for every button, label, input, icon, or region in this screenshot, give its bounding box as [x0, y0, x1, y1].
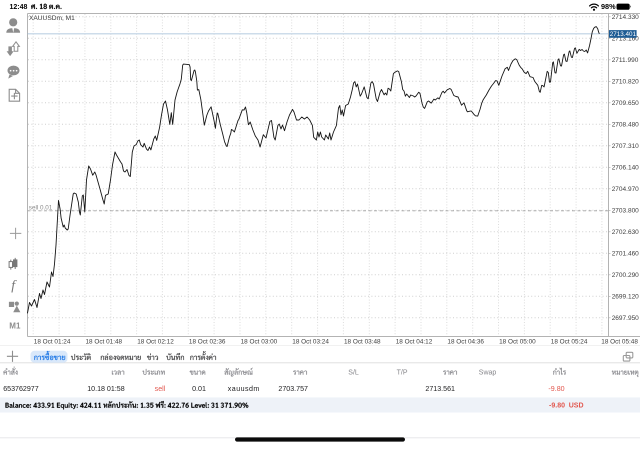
svg-text:2702.630: 2702.630 [612, 229, 639, 236]
svg-text:T/P: T/P [397, 370, 408, 377]
svg-text:S/L: S/L [348, 370, 359, 377]
svg-text:-9.80: -9.80 [548, 385, 564, 393]
svg-text:2700.290: 2700.290 [612, 272, 639, 279]
svg-text:18 Oct 05:48: 18 Oct 05:48 [601, 339, 638, 346]
svg-text:2703.800: 2703.800 [612, 208, 639, 215]
svg-text:2699.120: 2699.120 [612, 294, 639, 301]
svg-text:18 Oct 05:00: 18 Oct 05:00 [499, 339, 536, 346]
svg-text:18 Oct 01:24: 18 Oct 01:24 [34, 339, 71, 346]
svg-text:10.18 01:58: 10.18 01:58 [87, 385, 125, 393]
svg-text:2704.970: 2704.970 [612, 186, 639, 193]
svg-text:2708.480: 2708.480 [612, 122, 639, 129]
svg-text:2713.561: 2713.561 [425, 385, 455, 393]
svg-text:XAUUSDm, M1: XAUUSDm, M1 [29, 15, 75, 22]
svg-text:18 Oct 04:12: 18 Oct 04:12 [396, 339, 433, 346]
svg-text:xauusdm: xauusdm [228, 385, 260, 393]
svg-text:98%: 98% [601, 2, 616, 11]
svg-text:18 Oct 03:24: 18 Oct 03:24 [292, 339, 329, 346]
svg-text:-9.80: -9.80 [549, 403, 565, 410]
svg-text:2706.140: 2706.140 [612, 165, 639, 172]
svg-text:2707.310: 2707.310 [612, 143, 639, 150]
svg-text:18 Oct 01:48: 18 Oct 01:48 [86, 339, 123, 346]
svg-text:2713.160: 2713.160 [612, 36, 639, 43]
svg-text:2710.820: 2710.820 [612, 79, 639, 86]
svg-text:18 Oct 04:36: 18 Oct 04:36 [447, 339, 484, 346]
svg-text:2697.950: 2697.950 [612, 315, 639, 322]
svg-text:sell 0.01: sell 0.01 [29, 204, 53, 211]
svg-text:USD: USD [569, 403, 584, 410]
svg-text:18 Oct 02:12: 18 Oct 02:12 [137, 339, 174, 346]
svg-text:f: f [11, 279, 17, 294]
svg-text:2714.330: 2714.330 [612, 14, 639, 21]
svg-text:sell: sell [155, 385, 166, 393]
svg-text:2713.401: 2713.401 [610, 31, 637, 38]
svg-text:18 Oct 03:48: 18 Oct 03:48 [344, 339, 381, 346]
svg-text:2701.460: 2701.460 [612, 251, 639, 258]
svg-text:2709.650: 2709.650 [612, 100, 639, 107]
svg-text:653762977: 653762977 [3, 385, 39, 393]
svg-text:12:48: 12:48 [10, 4, 28, 11]
svg-text:2711.990: 2711.990 [612, 57, 639, 64]
svg-text:2703.757: 2703.757 [278, 385, 308, 393]
svg-text:Swap: Swap [479, 370, 497, 377]
svg-text:18 Oct 03:00: 18 Oct 03:00 [241, 339, 278, 346]
svg-text:M1: M1 [9, 322, 21, 331]
svg-text:18 Oct 05:24: 18 Oct 05:24 [551, 339, 588, 346]
svg-text:18 Oct 02:36: 18 Oct 02:36 [189, 339, 226, 346]
svg-text:0.01: 0.01 [192, 385, 206, 393]
